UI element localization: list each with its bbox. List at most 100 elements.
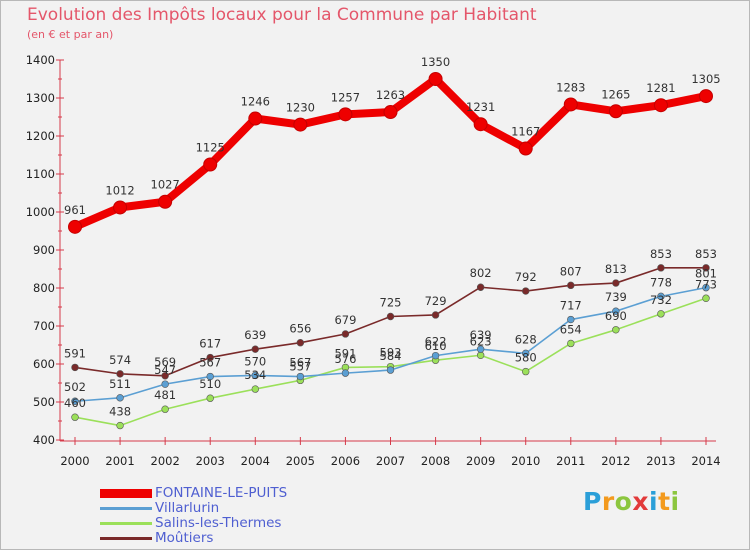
data-label: 1230	[286, 101, 315, 115]
y-tick-label: 1400	[26, 53, 55, 67]
y-tick-label: 700	[33, 319, 55, 333]
data-point	[608, 104, 623, 119]
legend-label: Villarlurin	[155, 500, 220, 516]
data-label: 1027	[151, 178, 180, 192]
x-tick-label: 2005	[286, 454, 315, 468]
x-tick-label: 2013	[646, 454, 675, 468]
x-tick-label: 2008	[421, 454, 450, 468]
data-point	[518, 141, 533, 156]
data-point	[161, 372, 169, 380]
data-label: 853	[650, 247, 672, 261]
data-point	[341, 330, 350, 338]
data-point	[653, 98, 668, 113]
x-tick-label: 2002	[151, 454, 180, 468]
legend-swatch	[100, 537, 152, 540]
data-label: 567	[199, 356, 221, 370]
data-label: 807	[560, 264, 582, 278]
data-point	[567, 315, 575, 324]
data-point	[296, 372, 305, 381]
data-point	[612, 326, 620, 334]
x-tick-label: 2014	[691, 454, 720, 468]
logo-letter: i	[649, 487, 659, 516]
data-point	[522, 349, 530, 358]
data-point	[428, 72, 443, 86]
x-tick-label: 2012	[601, 454, 630, 468]
data-point	[563, 97, 578, 112]
y-tick-label: 600	[33, 357, 55, 371]
data-label: 534	[244, 368, 266, 382]
y-tick-label: 400	[33, 433, 55, 447]
x-tick-label: 2004	[241, 454, 270, 468]
data-label: 961	[64, 203, 86, 217]
data-label: 557	[289, 359, 311, 373]
data-label: 569	[154, 355, 176, 369]
data-point	[522, 287, 530, 295]
data-point	[476, 345, 485, 353]
data-point	[293, 117, 308, 132]
data-point	[612, 307, 620, 315]
data-point	[702, 264, 710, 272]
data-label: 576	[334, 352, 356, 366]
data-label: 511	[109, 377, 131, 391]
data-label: 617	[199, 337, 221, 351]
y-tick-label: 900	[33, 243, 55, 257]
data-point	[206, 394, 214, 402]
x-tick-label: 2001	[105, 454, 134, 468]
legend-swatch	[100, 507, 152, 510]
logo-letter: o	[614, 487, 633, 516]
data-label: 481	[154, 388, 176, 402]
data-label: 628	[515, 332, 537, 346]
data-point	[567, 339, 575, 348]
data-point	[71, 413, 79, 421]
data-label: 654	[560, 322, 582, 336]
data-label: 802	[470, 266, 492, 280]
legend-label: Salins-les-Thermes	[155, 515, 282, 531]
data-point	[71, 363, 79, 372]
data-label: 460	[64, 396, 86, 410]
data-label: 1012	[105, 183, 134, 197]
data-point	[431, 311, 440, 319]
data-label: 778	[650, 275, 672, 289]
data-point	[386, 312, 395, 321]
data-label: 725	[380, 296, 402, 310]
legend-label: Moûtiers	[155, 530, 214, 546]
data-label: 591	[334, 346, 356, 360]
data-point	[476, 351, 485, 359]
legend-swatch	[100, 522, 152, 525]
data-label: 773	[695, 277, 717, 291]
data-point	[116, 370, 124, 378]
x-tick-label: 2006	[331, 454, 360, 468]
data-point	[702, 283, 710, 292]
data-point	[522, 367, 530, 376]
data-point	[473, 117, 488, 132]
data-label: 610	[425, 339, 447, 353]
data-label: 623	[470, 334, 492, 348]
data-point	[251, 345, 259, 353]
data-label: 1305	[691, 72, 720, 86]
data-point	[113, 200, 128, 215]
data-label: 593	[380, 346, 402, 360]
x-tick-label: 2009	[466, 454, 495, 468]
data-label: 690	[605, 309, 627, 323]
data-label: 792	[515, 270, 537, 284]
data-label: 1257	[331, 90, 360, 104]
data-label: 502	[64, 380, 86, 394]
data-label: 574	[109, 353, 131, 367]
x-tick-label: 2003	[196, 454, 225, 468]
y-tick-label: 1000	[26, 205, 55, 219]
data-label: 1125	[196, 141, 225, 155]
data-label: 591	[64, 346, 86, 360]
data-label: 547	[154, 363, 176, 377]
data-point	[338, 107, 353, 122]
logo-letter: P	[583, 487, 602, 516]
data-point	[206, 353, 214, 362]
data-label: 1246	[241, 95, 270, 109]
chart-subtitle: (en € et par an)	[27, 28, 114, 41]
data-point	[206, 372, 214, 381]
data-label: 1283	[556, 80, 585, 94]
legend-swatch	[100, 489, 152, 498]
data-point	[116, 421, 124, 430]
data-point	[158, 194, 173, 209]
